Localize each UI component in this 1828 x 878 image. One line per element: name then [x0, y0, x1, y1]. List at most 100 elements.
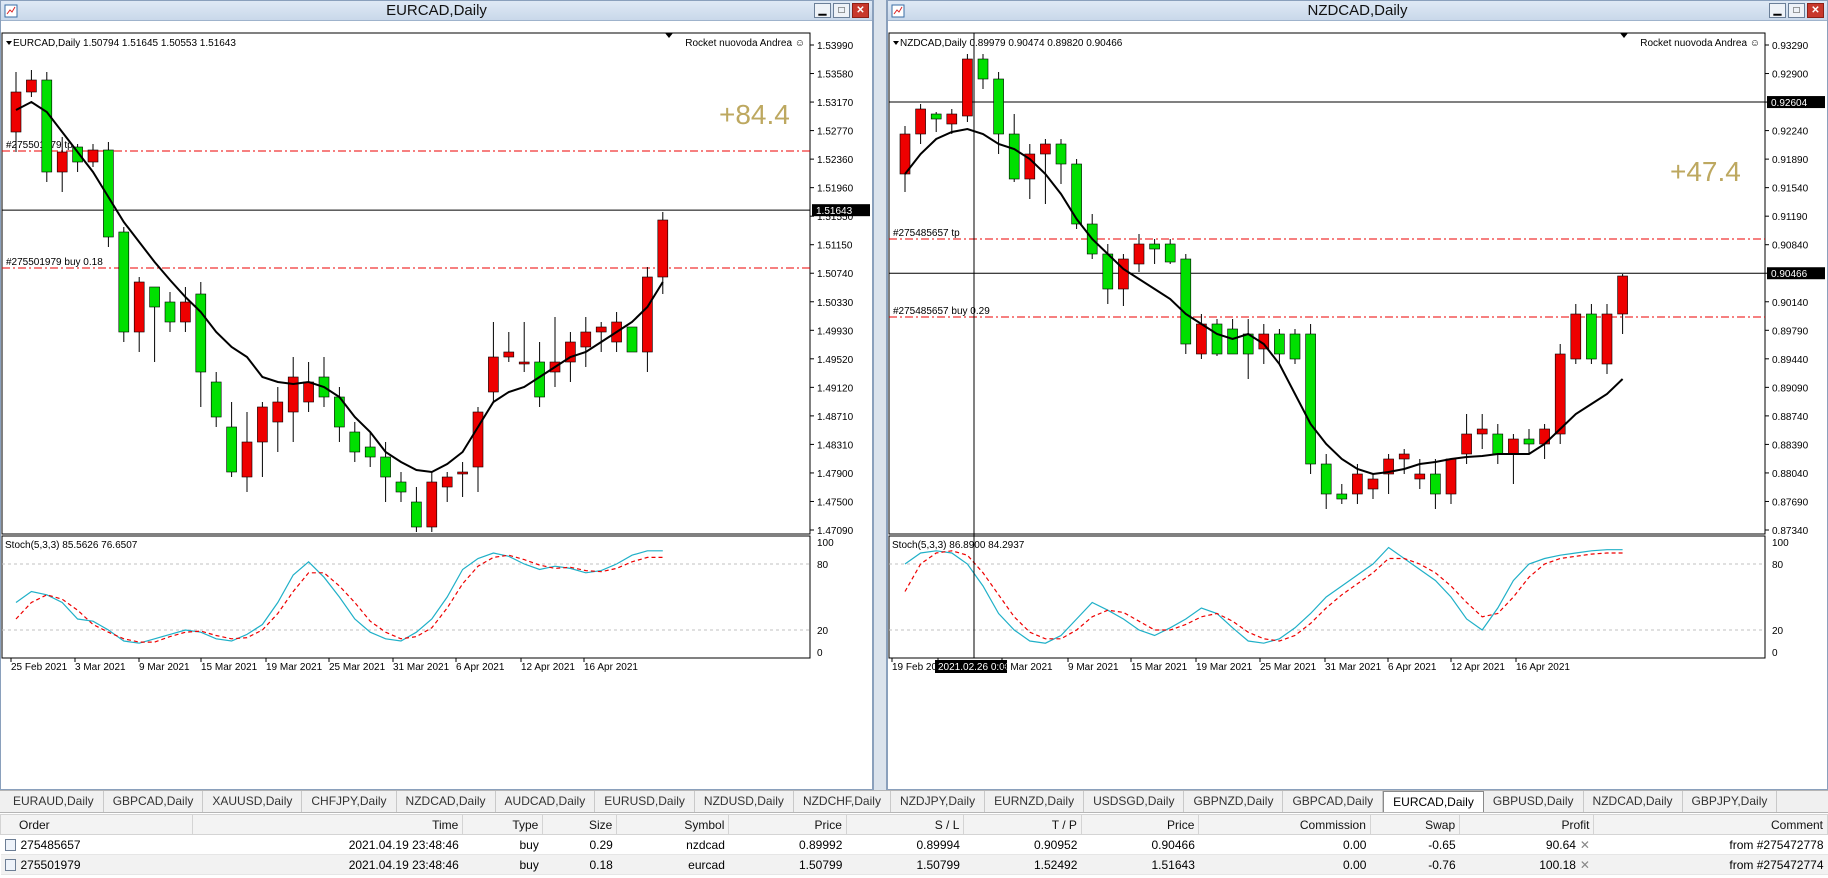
date-label: 2021.02.26 0:00 [938, 662, 1011, 673]
chart-tab[interactable]: NZDCHF,Daily [794, 791, 891, 812]
bear-candle [1617, 275, 1628, 315]
price-scale-label: 0.88740 [1772, 412, 1809, 423]
date-label: 19 Feb 2021 [892, 662, 949, 673]
bear-candle [503, 351, 515, 358]
bull-candle [1274, 333, 1285, 355]
price-scale-label: 1.49930 [817, 326, 854, 337]
order-cell: -0.76 [1370, 854, 1460, 875]
order-row[interactable]: 275501979 2021.04.19 23:48:46 buy 0.18 eurca… [0, 854, 1828, 875]
price-scale-label: 0.89440 [1772, 355, 1809, 366]
order-cell-value: 0.89992 [798, 837, 843, 852]
nzdcad-chart-area[interactable]: NZDCAD,Daily 0.89979 0.90474 0.89820 0.9… [888, 22, 1827, 790]
bull-candle [395, 481, 407, 493]
column-header[interactable]: Swap [1369, 814, 1461, 835]
column-header[interactable]: Symbol [616, 814, 730, 835]
chart-tab[interactable]: NZDCAD,Daily [397, 791, 496, 812]
nzdcad-titlebar[interactable]: NZDCAD,Daily ▁ □ ✕ [888, 1, 1827, 21]
order-cell: 0.90466 [1081, 834, 1199, 855]
column-header[interactable]: Price [728, 814, 847, 835]
order-cell: buy [462, 834, 543, 855]
chart-tab[interactable]: NZDUSD,Daily [695, 791, 794, 812]
bull-candle [1164, 243, 1176, 263]
order-cell: 2021.04.19 23:48:46 [192, 834, 463, 855]
column-header[interactable]: Comment [1593, 814, 1828, 835]
stochastic-signal-line [15, 554, 663, 643]
date-label: 25 Mar 2021 [1260, 662, 1317, 673]
close-order-icon[interactable]: ✕ [1579, 837, 1590, 852]
maximize-button[interactable]: □ [1788, 3, 1805, 18]
nzdcad-chart-window[interactable]: NZDCAD,Daily ▁ □ ✕ NZDCAD,Daily 0.89979 … [887, 0, 1828, 790]
chart-tab[interactable]: EURCAD,Daily [1383, 791, 1484, 812]
price-scale-label: 0.89790 [1772, 326, 1809, 337]
date-label: 31 Mar 2021 [393, 662, 450, 673]
price-scale-label: 0.89090 [1772, 383, 1809, 394]
bull-candle [993, 78, 1004, 135]
chart-tab[interactable]: NZDJPY,Daily [891, 791, 986, 812]
stochastic-level-label: 0 [817, 648, 823, 659]
chart-tab[interactable]: EURNZD,Daily [985, 791, 1085, 812]
chart-tab[interactable]: GBPCAD,Daily [104, 791, 204, 812]
column-header[interactable]: Commission [1198, 814, 1371, 835]
main-plot-frame [888, 32, 1766, 535]
column-header[interactable]: Profit [1459, 814, 1595, 835]
bear-candle [56, 151, 68, 173]
bear-candle [1476, 428, 1488, 435]
close-button[interactable]: ✕ [1807, 3, 1824, 18]
order-cell-value: 0.00 [1343, 857, 1367, 872]
chart-tab[interactable]: GBPJPY,Daily [1683, 791, 1778, 812]
column-header[interactable]: S / L [845, 814, 965, 835]
expert-advisor-label: Rocket nuovoda Andrea ☺ [685, 38, 805, 49]
price-scale-label: 0.88390 [1772, 440, 1809, 451]
column-header[interactable]: Price [1080, 814, 1200, 835]
chart-tab[interactable]: CHFJPY,Daily [302, 791, 397, 812]
eurcad-chart-window[interactable]: EURCAD,Daily ▁ □ ✕ EURCAD,Daily 1.50794 … [0, 0, 873, 790]
order-cell-value: nzdcad [686, 837, 725, 852]
chart-tab[interactable]: NZDCAD,Daily [1584, 791, 1683, 812]
order-cell-value: buy [519, 857, 539, 872]
price-scale-label: 1.50740 [817, 269, 854, 280]
bull-candle [349, 431, 361, 453]
bull-candle [977, 58, 989, 80]
order-cell-value: from #275472774 [1729, 857, 1824, 872]
order-cell: 0.90952 [963, 834, 1082, 855]
chart-tab[interactable]: GBPCAD,Daily [1283, 791, 1384, 812]
bear-candle [472, 411, 484, 468]
order-icon [4, 838, 16, 851]
eurcad-titlebar[interactable]: EURCAD,Daily ▁ □ ✕ [1, 1, 872, 21]
minimize-button[interactable]: ▁ [814, 3, 831, 18]
order-cell: 0.29 [542, 834, 617, 855]
chart-tab[interactable]: AUDCAD,Daily [496, 791, 596, 812]
maximize-button[interactable]: □ [833, 3, 850, 18]
chart-tab[interactable]: EURAUD,Daily [4, 791, 104, 812]
chart-tab[interactable]: EURUSD,Daily [595, 791, 695, 812]
bull-candle [1008, 133, 1020, 180]
column-header[interactable]: Size [542, 814, 618, 835]
stochastic-level-label: 20 [1772, 626, 1784, 637]
bear-candle [1601, 313, 1613, 365]
close-order-icon[interactable]: ✕ [1579, 857, 1590, 872]
order-cell-value: -0.76 [1428, 857, 1456, 872]
chart-tab[interactable]: XAUUSD,Daily [203, 791, 303, 812]
order-row[interactable]: 275485657 2021.04.19 23:48:46 buy 0.29 nzdca… [0, 834, 1828, 855]
order-cell: buy [462, 854, 543, 875]
chart-tab[interactable]: GBPUSD,Daily [1484, 791, 1584, 812]
column-header[interactable]: Time [192, 814, 464, 835]
bear-candle [1118, 258, 1129, 290]
bull-candle [1336, 493, 1348, 500]
order-cell: from #275472774 [1593, 854, 1828, 875]
column-header[interactable]: Type [462, 814, 544, 835]
minimize-button[interactable]: ▁ [1769, 3, 1786, 18]
chart-tab[interactable]: USDSGD,Daily [1084, 791, 1185, 812]
column-header[interactable]: Order [0, 814, 194, 835]
chart-tab[interactable]: GBPNZD,Daily [1184, 791, 1284, 812]
column-header[interactable]: T / P [963, 814, 1082, 835]
price-scale-label: 0.91890 [1772, 155, 1809, 166]
bear-candle [87, 149, 99, 163]
window-separator [873, 0, 887, 790]
order-cell-value: 1.50799 [916, 857, 960, 872]
bull-candle [626, 326, 638, 353]
horizontal-line-price-box [1767, 96, 1825, 109]
bull-candle [226, 426, 237, 473]
close-button[interactable]: ✕ [852, 3, 869, 18]
eurcad-chart-area[interactable]: EURCAD,Daily 1.50794 1.51645 1.50553 1.5… [1, 22, 872, 790]
